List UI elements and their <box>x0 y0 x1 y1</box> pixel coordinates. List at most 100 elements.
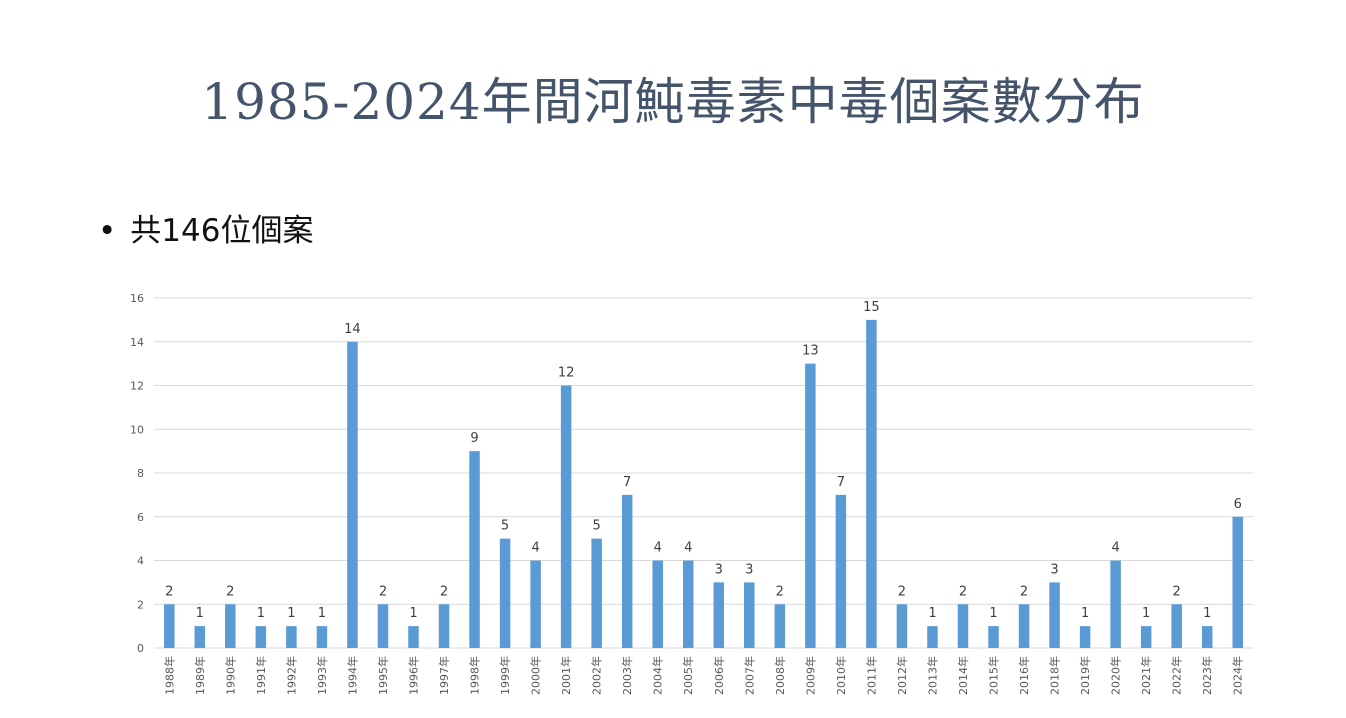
x-category-label: 2001年 <box>559 656 573 695</box>
y-tick-label: 8 <box>137 467 144 480</box>
data-label: 2 <box>226 584 234 599</box>
data-label: 3 <box>1050 562 1058 577</box>
bar <box>560 385 572 648</box>
x-category-label: 1989年 <box>193 656 207 695</box>
x-category-label: 1997年 <box>437 656 451 695</box>
x-category-label: 2020年 <box>1109 656 1123 695</box>
x-category-label: 2009年 <box>803 656 817 695</box>
x-category-label: 2014年 <box>956 656 970 695</box>
data-label: 2 <box>959 584 967 599</box>
x-category-label: 1993年 <box>315 656 329 695</box>
data-label: 1 <box>318 606 326 621</box>
x-category-label: 1988年 <box>162 656 176 695</box>
bar <box>805 363 816 648</box>
y-tick-label: 10 <box>130 423 144 436</box>
x-category-label: 1995年 <box>376 656 390 695</box>
data-label: 1 <box>257 606 265 621</box>
data-label: 13 <box>802 344 819 359</box>
bar <box>255 626 267 648</box>
bar <box>835 494 847 648</box>
data-label: 1 <box>409 606 417 621</box>
bar <box>1201 626 1213 648</box>
x-category-label: 2011年 <box>864 656 878 695</box>
x-category-label: 2000年 <box>529 656 543 695</box>
x-category-label: 2012年 <box>895 656 909 695</box>
bar <box>927 626 938 648</box>
x-category-label: 2004年 <box>651 656 665 695</box>
data-label: 3 <box>745 562 753 577</box>
x-category-label: 1991年 <box>254 656 268 695</box>
bar <box>1079 626 1091 648</box>
y-tick-label: 12 <box>130 380 144 393</box>
x-category-label: 2007年 <box>742 656 756 695</box>
bar <box>652 560 663 648</box>
bar <box>957 604 969 648</box>
x-category-label: 2003年 <box>620 656 634 695</box>
data-label: 2 <box>440 584 448 599</box>
data-label: 9 <box>470 431 478 446</box>
y-axis-ticks: 0 2 4 6 8 10 12 14 16 <box>130 292 144 655</box>
data-label: 2 <box>776 584 784 599</box>
y-tick-label: 0 <box>137 642 144 655</box>
bullet-dot-icon: • <box>98 213 117 249</box>
data-label: 6 <box>1234 497 1242 512</box>
bar <box>896 604 908 648</box>
x-category-label: 2019年 <box>1078 656 1092 695</box>
bar <box>682 560 694 648</box>
x-category-label: 2010年 <box>834 656 848 695</box>
y-tick-label: 6 <box>137 511 144 524</box>
bar <box>1018 604 1030 648</box>
bar <box>194 626 206 648</box>
bar <box>988 626 999 648</box>
bar <box>347 341 358 648</box>
data-label: 4 <box>684 541 692 556</box>
bar <box>438 604 450 648</box>
bar <box>866 319 877 648</box>
bar <box>1110 560 1121 648</box>
data-label: 4 <box>531 541 539 556</box>
x-category-label: 2022年 <box>1170 656 1184 695</box>
data-label: 1 <box>1081 606 1089 621</box>
bars <box>164 319 1243 648</box>
data-label: 7 <box>623 475 631 490</box>
bar <box>713 582 725 648</box>
bullet-text: 共146位個案 <box>130 213 314 249</box>
x-category-label: 1998年 <box>468 656 482 695</box>
x-category-label: 2018年 <box>1048 656 1062 695</box>
data-label: 3 <box>715 562 723 577</box>
bar <box>408 626 419 648</box>
x-category-label: 2023年 <box>1200 656 1214 695</box>
gridlines <box>154 297 1253 649</box>
y-tick-label: 14 <box>130 336 144 349</box>
bar <box>1049 582 1060 648</box>
bar <box>621 494 633 648</box>
bar <box>774 604 786 648</box>
bar <box>286 626 297 648</box>
bar <box>469 451 480 648</box>
x-category-label: 1996年 <box>406 656 420 695</box>
x-category-label: 2008年 <box>773 656 787 695</box>
data-label: 15 <box>863 300 880 315</box>
data-label: 2 <box>898 584 906 599</box>
bar <box>1140 626 1152 648</box>
x-category-label: 1999年 <box>498 656 512 695</box>
bar <box>164 604 175 648</box>
bar <box>591 538 602 648</box>
data-label: 5 <box>501 519 509 534</box>
data-label: 1 <box>196 606 204 621</box>
data-label: 4 <box>654 541 662 556</box>
data-label: 2 <box>1020 584 1028 599</box>
data-label: 5 <box>593 519 601 534</box>
x-category-label: 2021年 <box>1139 656 1153 695</box>
data-label: 1 <box>1142 606 1150 621</box>
data-label: 2 <box>379 584 387 599</box>
bullet-item: • 共146位個案 <box>98 205 313 250</box>
data-label: 14 <box>344 322 361 337</box>
data-label: 12 <box>558 366 575 381</box>
x-axis-categories: 1988年 1989年 1990年 1991年 1992年 1993年 1994年 1995年… <box>162 656 1244 695</box>
bar <box>316 626 328 648</box>
x-category-label: 2024年 <box>1231 656 1245 695</box>
data-label: 7 <box>837 475 845 490</box>
